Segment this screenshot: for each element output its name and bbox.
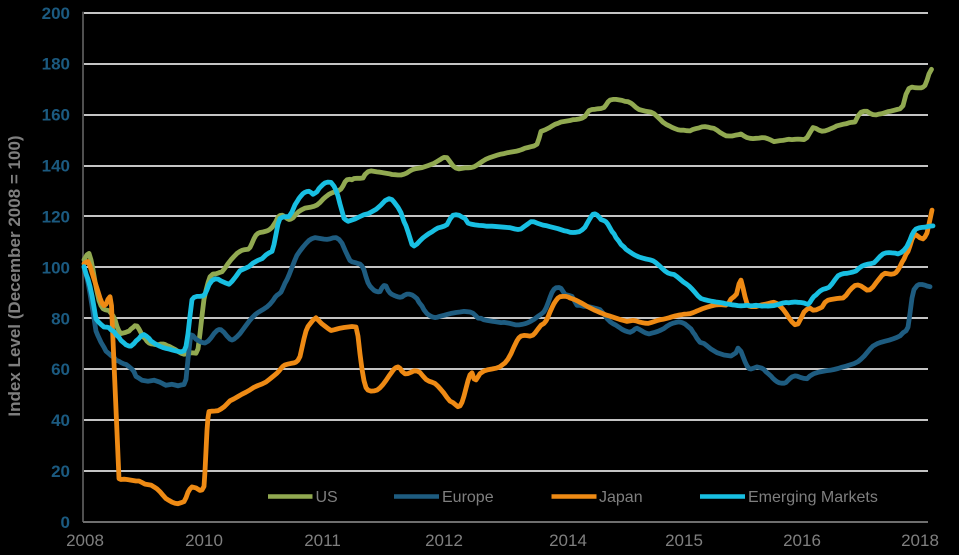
svg-text:140: 140 [42,157,70,176]
svg-text:120: 120 [42,208,70,227]
svg-text:Index Level (December 2008 = 1: Index Level (December 2008 = 100) [5,135,24,416]
svg-text:2010: 2010 [185,531,223,550]
svg-text:Japan: Japan [599,489,643,506]
svg-text:Emerging Markets: Emerging Markets [748,489,878,506]
svg-text:80: 80 [51,309,70,328]
svg-text:2016: 2016 [783,531,821,550]
svg-text:US: US [316,489,338,506]
svg-text:2008: 2008 [66,531,104,550]
svg-text:160: 160 [42,106,70,125]
svg-text:Europe: Europe [442,489,494,506]
svg-text:0: 0 [61,513,70,532]
svg-text:2012: 2012 [425,531,463,550]
svg-text:60: 60 [51,360,70,379]
svg-text:2015: 2015 [665,531,703,550]
svg-text:2011: 2011 [304,531,341,550]
svg-text:180: 180 [42,55,70,74]
svg-text:2014: 2014 [549,531,587,550]
svg-text:100: 100 [42,258,70,277]
svg-text:2018: 2018 [901,531,939,550]
svg-text:200: 200 [42,4,70,23]
svg-text:20: 20 [51,462,70,481]
svg-text:40: 40 [51,411,70,430]
